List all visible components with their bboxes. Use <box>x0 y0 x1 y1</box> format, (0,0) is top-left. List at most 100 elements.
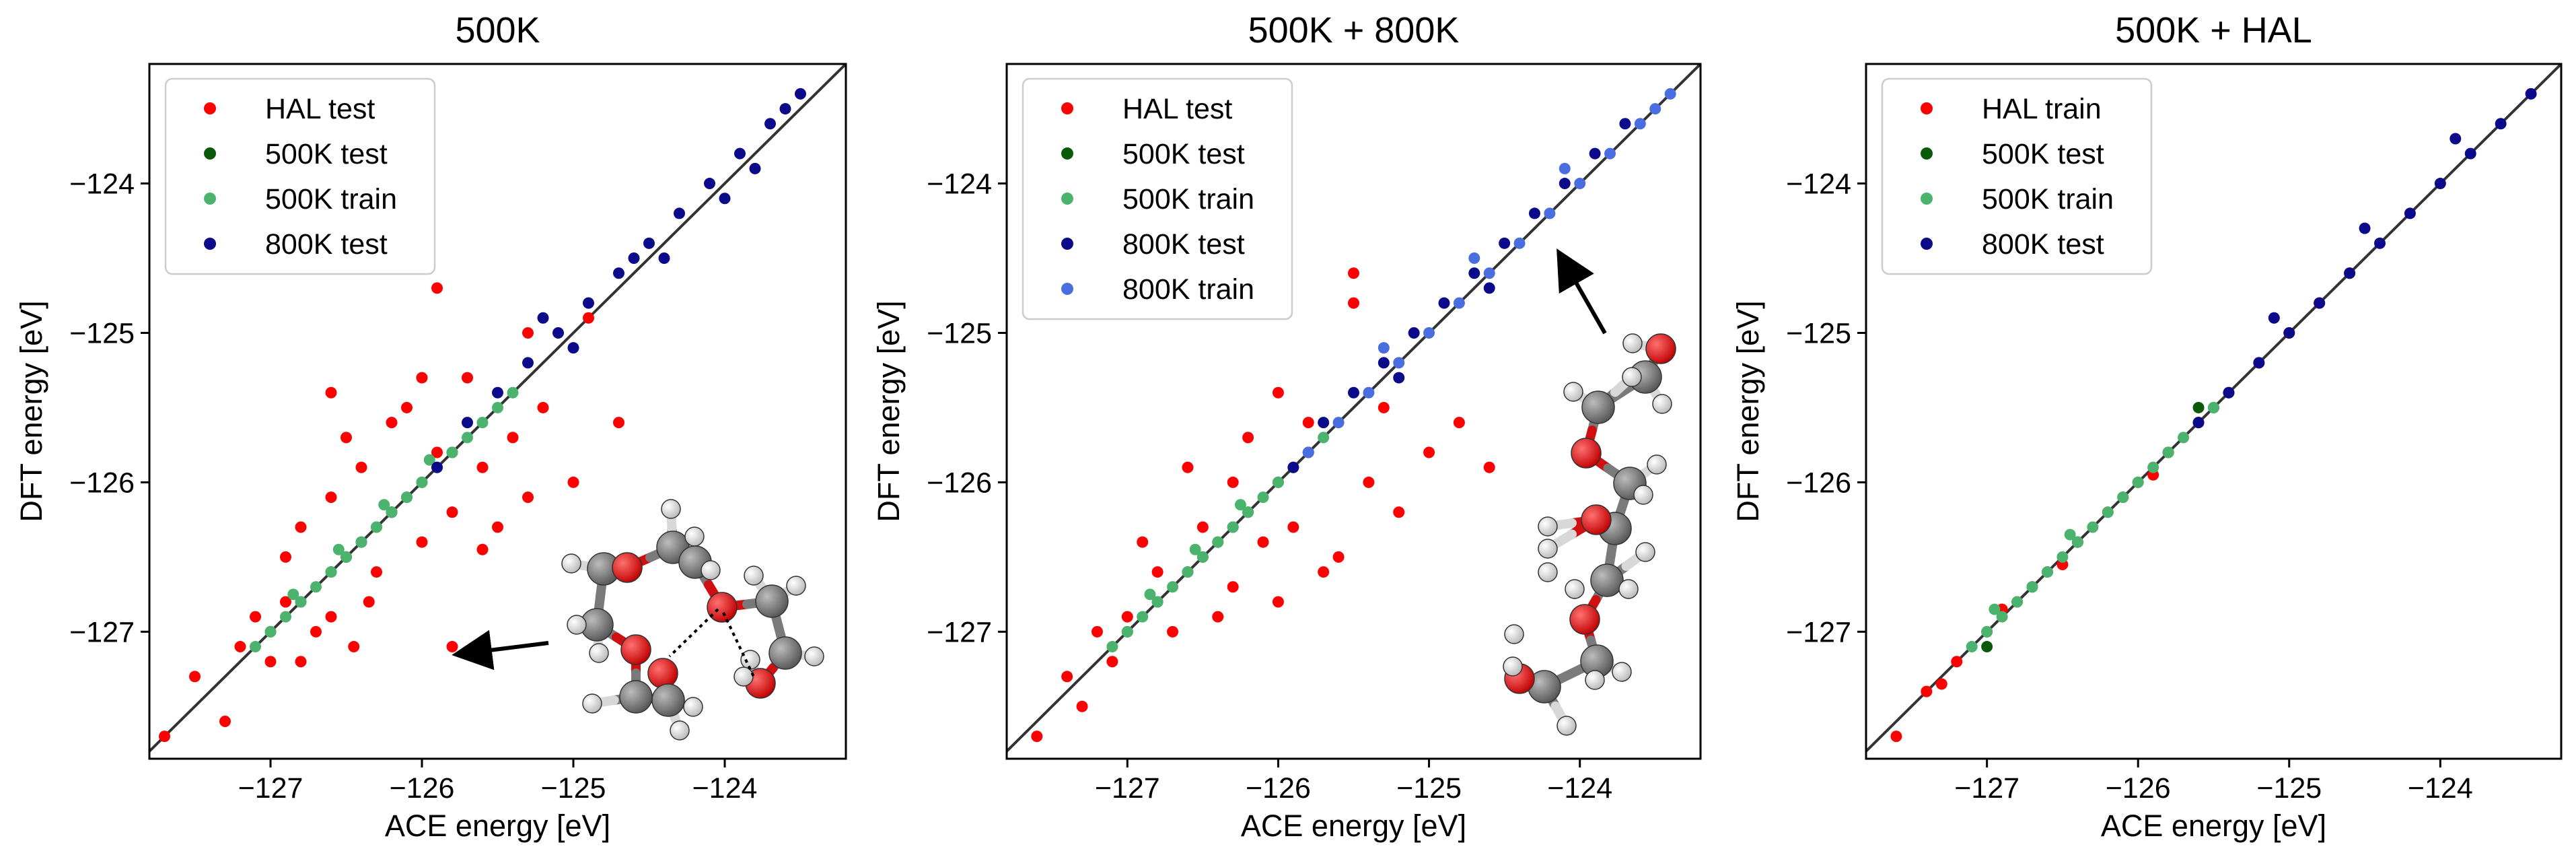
hydrogen-atom <box>1538 539 1558 559</box>
data-point <box>1061 671 1073 683</box>
legend-marker <box>1921 193 1933 205</box>
hydrogen-atom <box>1622 333 1643 353</box>
data-point <box>2147 461 2159 473</box>
data-point <box>264 656 277 668</box>
data-point <box>310 625 322 638</box>
data-point <box>462 372 473 384</box>
x-tick-label: −124 <box>1547 772 1612 805</box>
data-point <box>1106 641 1118 653</box>
legend-marker <box>1061 238 1073 250</box>
series-800k-test <box>2192 88 2537 429</box>
data-point <box>1144 588 1156 601</box>
y-tick-label: −126 <box>69 467 135 499</box>
data-point <box>371 566 382 578</box>
x-axis-label: ACE energy [eV] <box>1241 809 1466 843</box>
data-point <box>1483 267 1495 279</box>
data-point <box>2026 581 2038 593</box>
data-point <box>613 267 624 279</box>
data-point <box>1393 372 1405 384</box>
plot-frame <box>1005 63 1702 760</box>
data-point <box>1272 386 1284 399</box>
y-tick-label: −127 <box>1786 616 1851 648</box>
data-point <box>1031 730 1043 743</box>
data-point <box>522 357 534 369</box>
data-point <box>363 596 375 608</box>
hydrogen-atom <box>804 646 824 666</box>
hydrogen-atom <box>701 560 721 580</box>
data-point <box>2178 432 2190 444</box>
data-point <box>1574 178 1586 190</box>
x-tick-label: −125 <box>2256 772 2322 805</box>
data-point <box>250 641 261 653</box>
data-point <box>325 491 337 504</box>
data-point <box>1453 297 1465 309</box>
data-point <box>2041 566 2053 578</box>
plot-area <box>1007 64 1701 753</box>
data-point <box>386 417 398 429</box>
data-point <box>1121 611 1133 623</box>
data-point <box>159 730 170 743</box>
legend-label: HAL train <box>1982 93 2102 125</box>
data-point <box>1483 461 1495 473</box>
data-point <box>1302 417 1314 429</box>
data-point <box>2192 417 2205 429</box>
hydrogen-bond <box>722 612 755 677</box>
series-hal-train <box>1890 267 2356 743</box>
chart-panel-2: 500K + 800K −127 −126 −125 −124 −127 −126 −125 −… <box>871 10 1702 843</box>
data-point <box>416 536 428 548</box>
data-point <box>264 625 277 638</box>
x-tick-label: −127 <box>1095 772 1160 805</box>
y-tick-label: −127 <box>927 616 992 648</box>
data-point <box>295 596 307 608</box>
x-tick-label: −124 <box>2408 772 2473 805</box>
data-point <box>280 596 291 608</box>
data-point <box>431 461 443 473</box>
data-point <box>2011 596 2024 608</box>
data-point <box>1212 536 1224 548</box>
data-point <box>1363 476 1375 488</box>
data-point <box>1981 625 1993 638</box>
data-point <box>341 432 352 444</box>
data-point <box>719 193 731 205</box>
data-point <box>287 588 299 601</box>
hydrogen-atom <box>1622 367 1642 387</box>
data-point <box>1393 506 1405 518</box>
data-point <box>537 401 549 413</box>
legend-label: 800K test <box>1982 228 2104 261</box>
legend: HAL train 500K test 500K train 800K test <box>1881 77 2153 275</box>
legend-marker <box>204 193 216 205</box>
data-point <box>1921 685 1933 697</box>
data-point <box>2344 267 2356 279</box>
data-point <box>1242 432 1254 444</box>
y-tick-label: −124 <box>927 168 992 201</box>
data-point <box>522 327 534 339</box>
data-point <box>2464 147 2476 160</box>
legend-label: 500K train <box>1982 183 2114 215</box>
legend-label: 500K test <box>265 138 388 170</box>
data-point <box>1363 386 1375 399</box>
data-point <box>552 327 564 339</box>
y-axis-label: DFT energy [eV] <box>14 300 48 522</box>
y-tick-label: −124 <box>1786 168 1851 201</box>
data-point <box>355 461 367 473</box>
legend: HAL test 500K test 500K train 800K test 800K… <box>1022 77 1293 320</box>
data-point <box>325 566 337 578</box>
data-point <box>2102 506 2114 518</box>
molecule-inset <box>1503 248 1676 736</box>
data-point <box>1318 566 1330 578</box>
legend-box <box>1022 77 1293 320</box>
data-point <box>1604 147 1616 160</box>
hydrogen-atom <box>1635 542 1655 562</box>
hydrogen-atom <box>1618 579 1639 599</box>
data-point <box>431 282 443 294</box>
hydrogen-atom <box>740 650 760 670</box>
data-point <box>2208 401 2219 413</box>
x-tick-label: −126 <box>2106 772 2171 805</box>
legend-marker <box>204 147 216 160</box>
data-point <box>1559 178 1571 190</box>
data-point <box>462 432 473 444</box>
data-point <box>1649 103 1661 115</box>
legend-label: HAL test <box>265 93 375 125</box>
x-tick-label: −125 <box>541 772 606 805</box>
data-point <box>325 611 337 623</box>
